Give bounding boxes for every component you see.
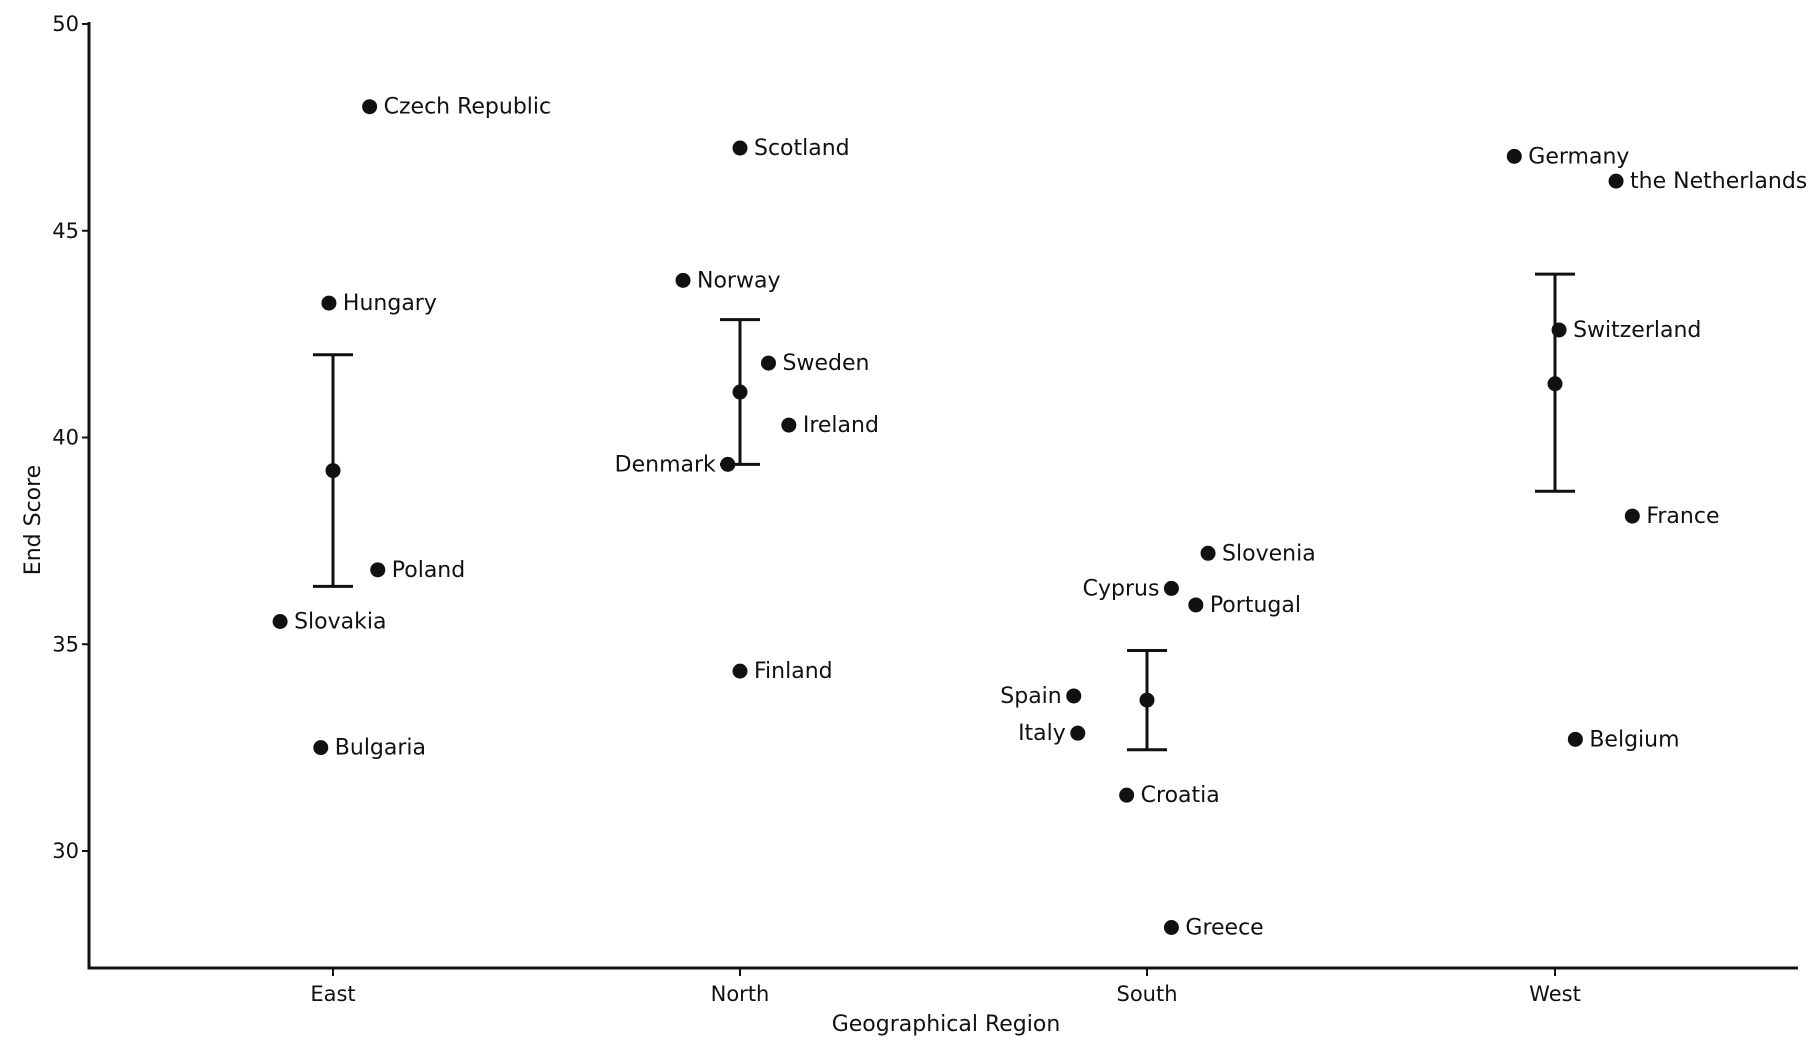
- point-label: Sweden: [782, 351, 869, 376]
- mean-point: [1139, 692, 1155, 708]
- point-label: Italy: [1018, 721, 1066, 746]
- data-point: [1163, 580, 1179, 596]
- data-point: [1200, 545, 1216, 561]
- x-ticks: East North South West: [310, 968, 1581, 1006]
- data-point: [1188, 597, 1204, 613]
- point-label: Poland: [392, 558, 465, 583]
- point-label: Germany: [1528, 144, 1629, 169]
- data-point: [1070, 725, 1086, 741]
- data-points: [272, 99, 1640, 935]
- mean-point: [1547, 376, 1563, 392]
- point-label: Slovakia: [294, 610, 386, 635]
- point-label: Bulgaria: [335, 736, 426, 761]
- data-point: [781, 417, 797, 433]
- data-point: [272, 614, 288, 630]
- point-label: Scotland: [754, 136, 850, 161]
- point-label: France: [1646, 504, 1719, 529]
- point-labels: Czech Republic Hungary Poland Slovakia Bulga…: [294, 95, 1807, 941]
- data-point: [732, 663, 748, 679]
- point-label: Switzerland: [1573, 318, 1701, 343]
- x-tick-label: North: [711, 982, 770, 1006]
- point-label: Czech Republic: [384, 95, 552, 120]
- point-label: Spain: [1000, 684, 1061, 709]
- y-tick-label: 30: [52, 839, 79, 863]
- axes: [87, 22, 1798, 970]
- data-point: [732, 140, 748, 156]
- data-point: [370, 562, 386, 578]
- x-axis-title: Geographical Region: [832, 1012, 1061, 1037]
- y-ticks: 30 35 40 45 50: [52, 12, 89, 863]
- y-axis-title: End Score: [21, 465, 46, 575]
- data-point: [313, 740, 329, 756]
- data-point: [1119, 787, 1135, 803]
- point-label: Slovenia: [1222, 541, 1316, 566]
- point-label: Cyprus: [1083, 576, 1160, 601]
- data-point: [760, 355, 776, 371]
- point-label: Denmark: [615, 452, 716, 477]
- point-label: Finland: [754, 659, 833, 684]
- point-label: Norway: [697, 268, 780, 293]
- data-point: [1608, 173, 1624, 189]
- data-point: [1624, 508, 1640, 524]
- data-point: [1551, 322, 1567, 338]
- data-point: [1506, 148, 1522, 164]
- data-point: [675, 272, 691, 288]
- x-tick-label: South: [1116, 982, 1177, 1006]
- data-point: [1163, 919, 1179, 935]
- y-tick-label: 35: [52, 632, 79, 656]
- data-point: [321, 295, 337, 311]
- data-point: [362, 99, 378, 115]
- y-tick-label: 50: [52, 12, 79, 36]
- error-bars: [313, 272, 1575, 752]
- point-label: Ireland: [803, 413, 879, 438]
- x-tick-label: East: [310, 982, 355, 1006]
- point-label: the Netherlands: [1630, 169, 1807, 194]
- mean-point: [732, 384, 748, 400]
- point-label: Belgium: [1589, 727, 1679, 752]
- y-tick-label: 45: [52, 219, 79, 243]
- point-label: Greece: [1185, 915, 1263, 940]
- data-point: [720, 456, 736, 472]
- data-point: [1066, 688, 1082, 704]
- point-label: Croatia: [1141, 783, 1220, 808]
- data-point: [1567, 731, 1583, 747]
- y-tick-label: 40: [52, 426, 79, 450]
- x-tick-label: West: [1529, 982, 1581, 1006]
- point-label: Portugal: [1210, 593, 1301, 618]
- mean-point: [325, 463, 341, 479]
- point-label: Hungary: [343, 291, 437, 316]
